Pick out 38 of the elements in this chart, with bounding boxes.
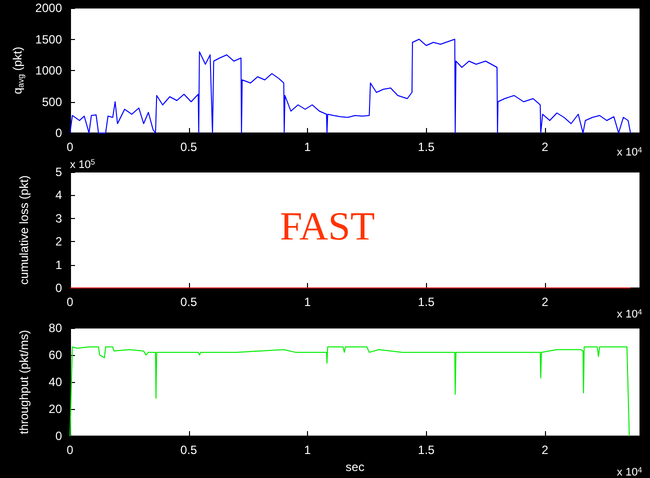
x-tick-label: 0: [66, 295, 74, 309]
y-tick-label: 2: [55, 234, 62, 249]
y-tick-label: 20: [48, 402, 62, 416]
x-tick-label: 2: [542, 140, 549, 154]
y-tick-label: 3: [55, 211, 62, 226]
x-tick-label: 0: [66, 443, 74, 458]
x-tick-label: 1: [304, 295, 312, 309]
line-series: [70, 38, 631, 134]
y-tick-label: 0: [55, 281, 62, 295]
annotation: FAST: [280, 204, 375, 248]
y-tick-label: 80: [48, 321, 62, 335]
x-tick-label: 0.5: [180, 295, 198, 309]
y-tick-label: 500: [42, 94, 62, 109]
y-tick-label: 0: [55, 126, 62, 140]
x-tick-label: 0.5: [180, 140, 198, 154]
x-tick-label: 1: [304, 443, 312, 458]
y-tick-label: 1000: [35, 64, 62, 78]
y-tick-label: 4: [55, 188, 62, 202]
x-tick-label: 1: [304, 140, 312, 154]
y-tick-label: 60: [48, 348, 62, 362]
x-tick-label: 2: [542, 443, 549, 458]
x-tick-label: 0.5: [180, 443, 198, 458]
y-axis-title: throughput (pkt/ms): [17, 330, 31, 434]
x-axis-title: sec: [346, 460, 364, 474]
y-tick-label: 1500: [35, 32, 62, 46]
y-axis-title: qavg (pkt): [10, 46, 26, 94]
x-tick-label: 1.5: [418, 295, 435, 309]
x-tick-label: 2: [542, 295, 549, 309]
y-tick-label: 2000: [35, 1, 62, 15]
y-tick-label: 40: [48, 375, 62, 390]
x-tick-label: 1.5: [418, 443, 435, 458]
line-series: [70, 346, 630, 437]
y-axis-title: cumulative loss (pkt): [17, 175, 31, 285]
x-tick-label: 1.5: [418, 140, 435, 154]
x-tick-label: 0: [66, 140, 74, 154]
y-tick-label: 1: [55, 258, 62, 272]
y-tick-label: 5: [55, 165, 62, 179]
y-tick-label: 0: [55, 429, 62, 444]
